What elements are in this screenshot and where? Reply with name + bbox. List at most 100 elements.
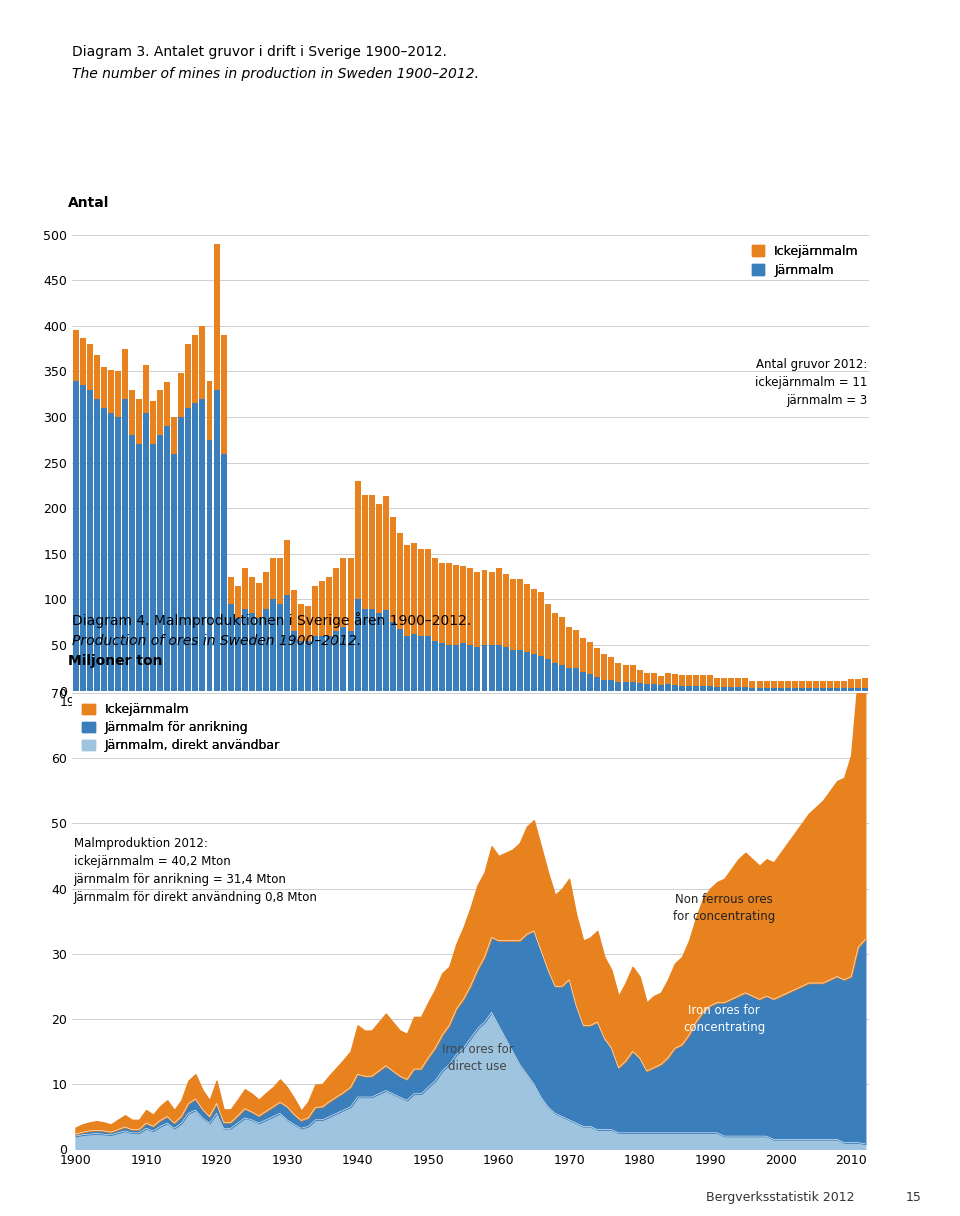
Bar <box>538 657 544 691</box>
Bar <box>341 558 347 627</box>
Bar <box>750 681 756 688</box>
Bar <box>192 404 199 691</box>
Bar <box>86 344 92 390</box>
Bar <box>636 670 642 683</box>
Bar <box>644 674 650 685</box>
Bar <box>94 355 100 399</box>
Bar <box>588 642 593 674</box>
Bar <box>320 636 325 691</box>
Bar <box>636 683 642 691</box>
Bar <box>461 643 467 691</box>
Bar <box>333 631 340 691</box>
Bar <box>150 401 156 445</box>
Bar <box>510 579 516 649</box>
Bar <box>200 399 205 691</box>
Bar <box>503 647 509 691</box>
Bar <box>213 390 220 691</box>
Bar <box>799 688 804 691</box>
Bar <box>305 606 311 641</box>
Bar <box>665 674 671 685</box>
Bar <box>115 372 121 417</box>
Bar <box>348 631 353 691</box>
Text: Antal: Antal <box>68 196 109 209</box>
Bar <box>354 599 361 691</box>
Bar <box>249 613 254 691</box>
Bar <box>622 681 629 691</box>
Bar <box>249 576 254 613</box>
Bar <box>453 644 459 691</box>
Bar <box>115 417 121 691</box>
Bar <box>531 654 537 691</box>
Bar <box>404 636 410 691</box>
Bar <box>827 688 833 691</box>
Bar <box>446 563 452 644</box>
Bar <box>834 681 840 688</box>
Bar <box>693 686 699 691</box>
Bar <box>622 665 629 681</box>
Bar <box>559 617 565 665</box>
Bar <box>573 668 579 691</box>
Bar <box>432 558 438 641</box>
Bar <box>468 568 473 644</box>
Bar <box>179 417 184 691</box>
Bar <box>369 495 374 608</box>
Bar <box>474 573 480 647</box>
Bar <box>150 445 156 691</box>
Bar <box>855 688 861 691</box>
Bar <box>729 687 734 691</box>
Bar <box>404 545 410 636</box>
Bar <box>672 686 678 691</box>
Bar <box>700 675 707 686</box>
Bar <box>270 558 276 599</box>
Bar <box>101 367 107 409</box>
Bar <box>122 399 128 691</box>
Bar <box>615 681 621 691</box>
Bar <box>101 409 107 691</box>
Bar <box>228 576 233 604</box>
Bar <box>693 675 699 686</box>
Bar <box>771 688 777 691</box>
Bar <box>813 688 819 691</box>
Bar <box>503 574 509 647</box>
Bar <box>200 326 205 399</box>
Bar <box>658 686 663 691</box>
Bar <box>453 564 459 644</box>
Bar <box>375 613 382 691</box>
Bar <box>566 627 572 668</box>
Bar <box>122 349 128 399</box>
Bar <box>686 675 692 686</box>
Bar <box>679 675 684 686</box>
Bar <box>827 681 833 688</box>
Bar <box>714 679 720 687</box>
Bar <box>763 681 770 688</box>
Text: Non ferrous ores
for concentrating: Non ferrous ores for concentrating <box>673 893 776 923</box>
Text: Antal gruvor 2012:
ickejärnmalm = 11
järnmalm = 3: Antal gruvor 2012: ickejärnmalm = 11 jär… <box>755 358 867 407</box>
Bar <box>362 495 368 608</box>
Bar <box>849 679 854 688</box>
Bar <box>862 688 868 691</box>
Bar <box>524 652 530 691</box>
Bar <box>813 681 819 688</box>
Bar <box>129 389 135 435</box>
Bar <box>277 604 283 691</box>
Bar <box>644 685 650 691</box>
Bar <box>609 657 614 680</box>
Bar <box>263 608 269 691</box>
Bar <box>192 336 199 404</box>
Bar <box>80 385 85 691</box>
Text: The number of mines in production in Sweden 1900–2012.: The number of mines in production in Swe… <box>72 67 479 81</box>
Bar <box>221 336 227 454</box>
Bar <box>242 608 248 691</box>
Bar <box>299 604 304 641</box>
Bar <box>383 610 389 691</box>
Bar <box>524 584 530 652</box>
Bar <box>411 544 417 635</box>
Bar <box>185 344 191 409</box>
Bar <box>411 635 417 691</box>
Bar <box>651 674 657 685</box>
Bar <box>756 681 762 688</box>
Bar <box>721 687 728 691</box>
Bar <box>383 496 389 610</box>
Bar <box>482 570 488 644</box>
Bar <box>763 688 770 691</box>
